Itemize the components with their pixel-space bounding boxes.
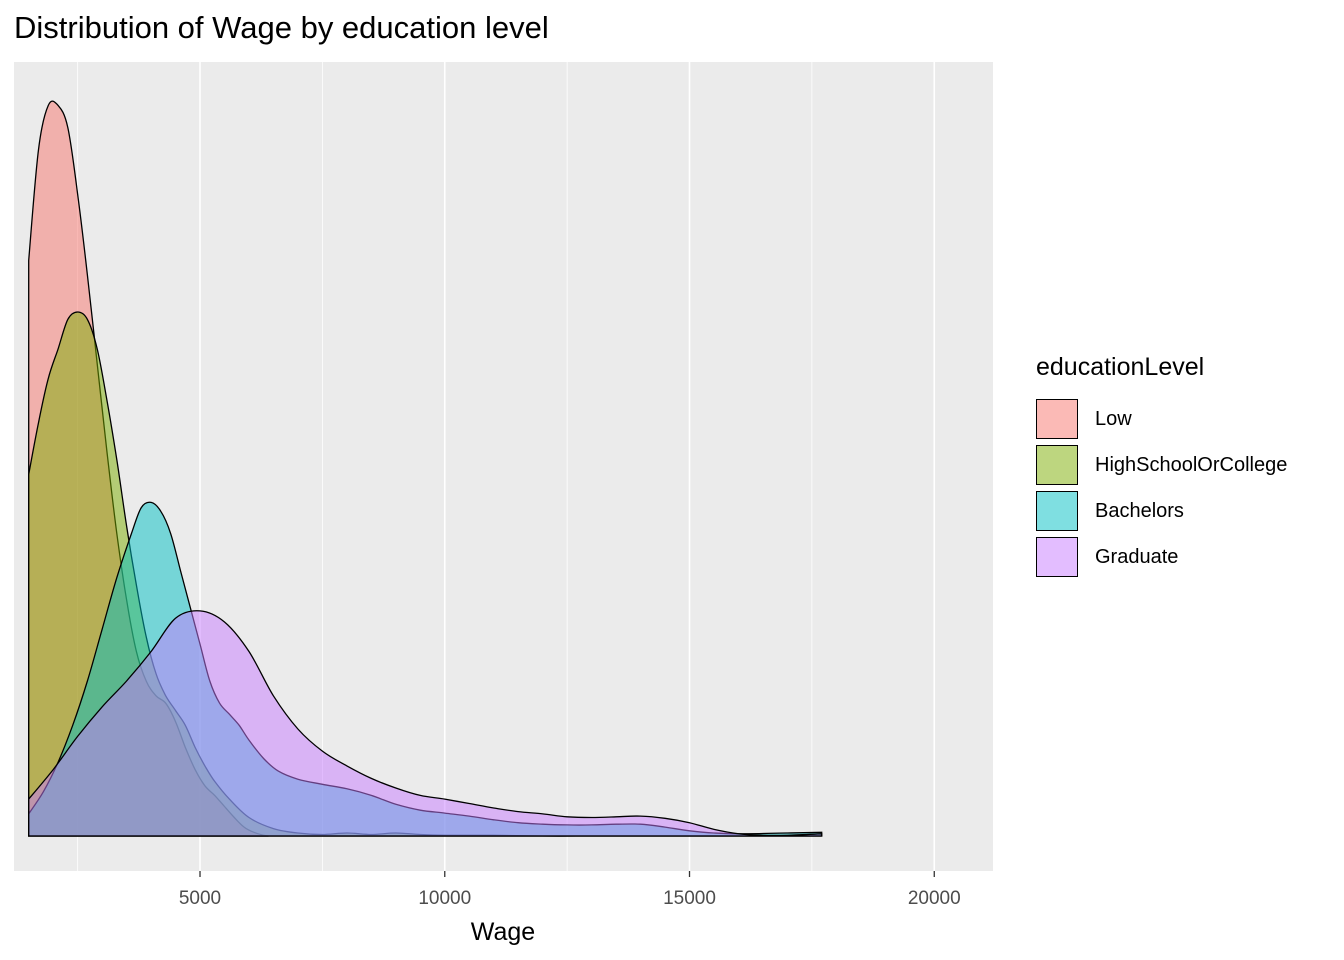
x-tick-label: 5000 — [179, 888, 221, 909]
legend-title: educationLevel — [1036, 353, 1205, 381]
legend-item-graduate: Graduate — [1036, 534, 1287, 580]
legend-item-low: Low — [1036, 396, 1287, 442]
x-tick-label: 10000 — [418, 888, 471, 909]
legend-key-highschoolorcollege — [1036, 445, 1078, 485]
chart-title: Distribution of Wage by education level — [14, 10, 549, 45]
legend-label-bachelors: Bachelors — [1095, 499, 1184, 522]
legend-item-highschoolorcollege: HighSchoolOrCollege — [1036, 442, 1287, 488]
legend-item-bachelors: Bachelors — [1036, 488, 1287, 534]
legend-label-graduate: Graduate — [1095, 545, 1179, 568]
legend-key-graduate — [1036, 537, 1078, 577]
x-axis-title: Wage — [471, 918, 535, 946]
x-axis-ticks: 5000 10000 15000 20000 — [179, 871, 961, 909]
x-tick-label: 20000 — [908, 888, 961, 909]
legend-label-low: Low — [1095, 407, 1132, 430]
legend-key-bachelors — [1036, 491, 1078, 531]
legend-key-low — [1036, 399, 1078, 439]
density-series — [28, 100, 823, 837]
grid-lines — [77, 62, 936, 871]
density-area-graduate — [28, 610, 823, 837]
legend-label-highschoolorcollege: HighSchoolOrCollege — [1095, 453, 1288, 476]
legend: educationLevel Low HighSchoolOrCollege B… — [1036, 353, 1287, 580]
x-tick-label: 15000 — [663, 888, 716, 909]
